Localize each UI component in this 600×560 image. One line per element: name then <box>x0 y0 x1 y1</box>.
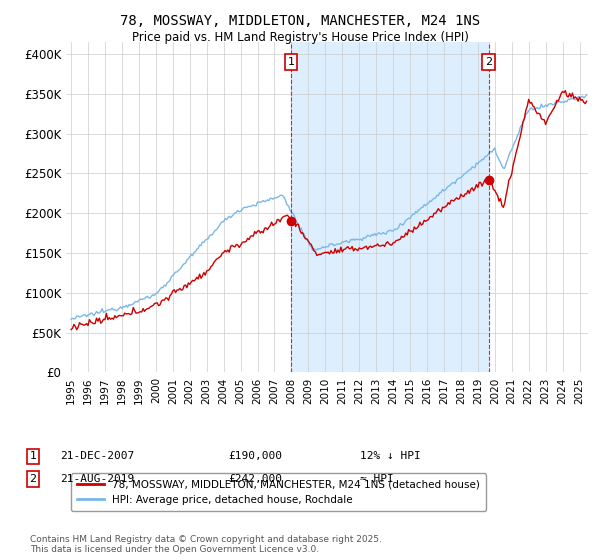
Text: 21-AUG-2019: 21-AUG-2019 <box>60 474 134 484</box>
Text: Price paid vs. HM Land Registry's House Price Index (HPI): Price paid vs. HM Land Registry's House … <box>131 31 469 44</box>
Text: ≈ HPI: ≈ HPI <box>360 474 394 484</box>
Text: 12% ↓ HPI: 12% ↓ HPI <box>360 451 421 461</box>
Text: £190,000: £190,000 <box>228 451 282 461</box>
Text: Contains HM Land Registry data © Crown copyright and database right 2025.
This d: Contains HM Land Registry data © Crown c… <box>30 535 382 554</box>
Legend: 78, MOSSWAY, MIDDLETON, MANCHESTER, M24 1NS (detached house), HPI: Average price: 78, MOSSWAY, MIDDLETON, MANCHESTER, M24 … <box>71 473 486 511</box>
Text: 1: 1 <box>287 57 295 67</box>
Text: 2: 2 <box>29 474 37 484</box>
Text: 21-DEC-2007: 21-DEC-2007 <box>60 451 134 461</box>
Text: 2: 2 <box>485 57 492 67</box>
Text: 1: 1 <box>29 451 37 461</box>
Text: 78, MOSSWAY, MIDDLETON, MANCHESTER, M24 1NS: 78, MOSSWAY, MIDDLETON, MANCHESTER, M24 … <box>120 14 480 28</box>
Text: £242,000: £242,000 <box>228 474 282 484</box>
Bar <box>291 42 488 372</box>
